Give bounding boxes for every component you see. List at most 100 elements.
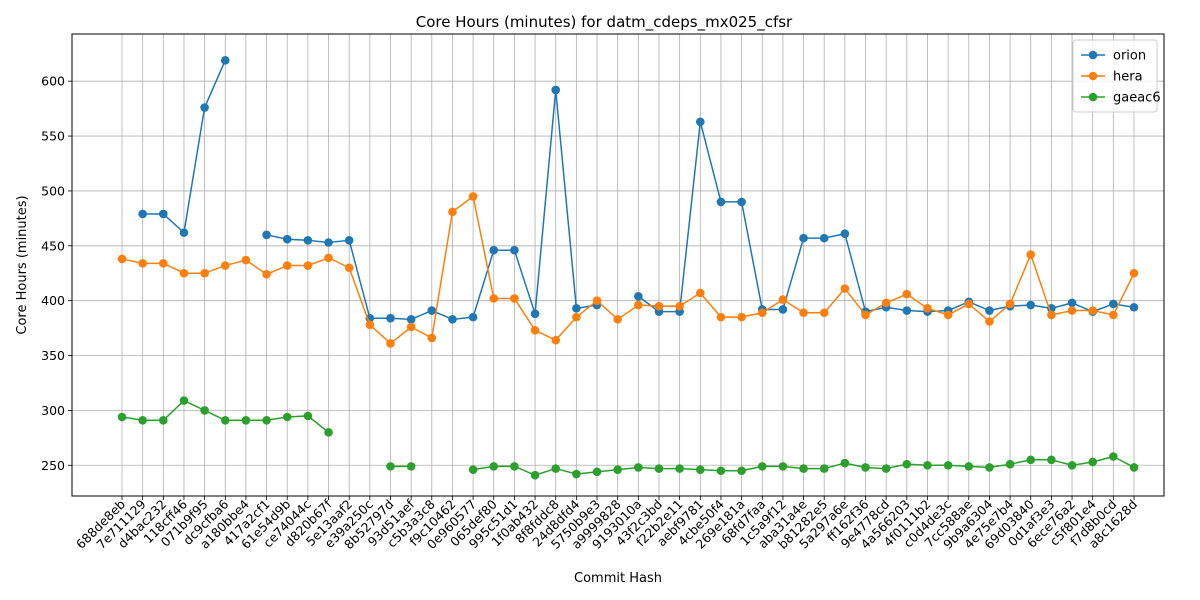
data-point-orion bbox=[406, 315, 416, 324]
data-point-orion bbox=[902, 306, 912, 315]
data-point-gaeac6 bbox=[241, 415, 251, 425]
data-point-gaeac6 bbox=[861, 463, 870, 472]
data-point-gaeac6 bbox=[613, 465, 622, 474]
data-point-gaeac6 bbox=[386, 462, 395, 471]
data-point-gaeac6 bbox=[654, 464, 664, 473]
data-point-gaeac6 bbox=[138, 415, 147, 425]
data-point-gaeac6 bbox=[1047, 455, 1056, 465]
data-point-orion bbox=[778, 305, 788, 314]
legend-marker-gaeac6 bbox=[1088, 92, 1098, 102]
data-point-orion bbox=[737, 197, 746, 207]
data-point-gaeac6 bbox=[675, 464, 684, 473]
data-point-hera bbox=[695, 288, 705, 298]
data-point-orion bbox=[179, 228, 189, 237]
data-point-hera bbox=[406, 322, 416, 332]
data-point-orion bbox=[468, 312, 478, 322]
data-point-gaeac6 bbox=[489, 462, 499, 471]
data-point-hera bbox=[386, 339, 395, 348]
data-point-gaeac6 bbox=[757, 462, 767, 471]
y-axis-title: Core Hours (minutes) bbox=[15, 195, 30, 334]
data-point-orion bbox=[985, 306, 994, 315]
data-point-orion bbox=[159, 209, 168, 219]
data-point-hera bbox=[489, 294, 499, 303]
data-point-orion bbox=[695, 117, 705, 127]
data-point-hera bbox=[138, 259, 147, 268]
x-axis: 688de8eb7e711129d4bac232118cff46071b9f95… bbox=[73, 496, 1140, 552]
data-point-hera bbox=[840, 284, 850, 293]
data-point-hera bbox=[262, 270, 271, 279]
data-point-gaeac6 bbox=[262, 415, 271, 425]
y-axis: 250 300 350 400 450 500 550 600 bbox=[41, 74, 72, 473]
y-tick-label: 250 bbox=[41, 458, 65, 473]
data-point-hera bbox=[159, 259, 168, 268]
data-point-hera bbox=[324, 253, 333, 263]
data-point-hera bbox=[303, 261, 313, 270]
legend-marker-orion bbox=[1088, 50, 1098, 60]
data-point-gaeac6 bbox=[406, 462, 416, 471]
data-point-orion bbox=[819, 233, 829, 243]
data-point-gaeac6 bbox=[716, 466, 726, 476]
data-point-orion bbox=[324, 238, 333, 247]
legend: orion hera gaeac6 bbox=[1072, 39, 1161, 113]
data-point-gaeac6 bbox=[551, 464, 561, 473]
data-point-gaeac6 bbox=[179, 396, 189, 405]
y-tick-label: 400 bbox=[41, 293, 65, 308]
series-hera bbox=[117, 192, 1139, 348]
data-point-gaeac6 bbox=[1026, 455, 1036, 465]
data-point-orion bbox=[262, 230, 271, 240]
data-point-hera bbox=[1088, 306, 1097, 315]
data-point-orion bbox=[1129, 302, 1139, 312]
data-point-orion bbox=[448, 315, 457, 324]
data-point-hera bbox=[551, 335, 561, 345]
data-point-orion bbox=[716, 197, 726, 207]
data-point-hera bbox=[943, 310, 953, 320]
data-point-hera bbox=[468, 192, 478, 201]
y-tick-label: 300 bbox=[41, 403, 65, 418]
data-point-hera bbox=[572, 312, 581, 322]
data-point-hera bbox=[881, 298, 891, 308]
data-point-hera bbox=[1109, 310, 1118, 320]
data-point-orion bbox=[572, 304, 581, 313]
data-point-gaeac6 bbox=[964, 462, 974, 471]
data-point-gaeac6 bbox=[159, 415, 168, 425]
legend-marker-hera bbox=[1088, 71, 1098, 81]
data-point-gaeac6 bbox=[220, 415, 230, 425]
data-point-orion bbox=[1067, 298, 1077, 308]
data-point-gaeac6 bbox=[303, 411, 313, 421]
data-point-gaeac6 bbox=[324, 428, 333, 437]
y-tick-label: 550 bbox=[41, 129, 65, 144]
y-tick-label: 500 bbox=[41, 183, 65, 198]
data-point-gaeac6 bbox=[799, 464, 808, 473]
data-point-hera bbox=[737, 312, 746, 322]
data-point-orion bbox=[303, 236, 313, 245]
data-point-hera bbox=[675, 301, 684, 311]
legend-label-gaeac6: gaeac6 bbox=[1113, 91, 1161, 106]
data-point-hera bbox=[819, 308, 829, 318]
data-point-gaeac6 bbox=[985, 463, 994, 472]
data-point-gaeac6 bbox=[572, 469, 581, 479]
data-point-orion bbox=[200, 103, 209, 112]
data-point-gaeac6 bbox=[695, 465, 705, 474]
data-point-hera bbox=[985, 317, 994, 326]
data-point-hera bbox=[448, 207, 457, 217]
data-point-gaeac6 bbox=[881, 464, 891, 473]
data-point-orion bbox=[1109, 299, 1118, 309]
data-point-gaeac6 bbox=[737, 466, 746, 476]
chart-title: Core Hours (minutes) for datm_cdeps_mx02… bbox=[416, 13, 793, 32]
data-point-orion bbox=[344, 236, 354, 245]
data-point-orion bbox=[220, 56, 230, 65]
y-tick-label: 350 bbox=[41, 348, 65, 363]
data-point-orion bbox=[489, 245, 499, 255]
data-point-orion bbox=[386, 313, 395, 323]
data-point-hera bbox=[634, 300, 643, 310]
data-point-hera bbox=[241, 255, 251, 265]
data-point-hera bbox=[220, 261, 230, 270]
data-point-gaeac6 bbox=[530, 470, 540, 480]
data-point-hera bbox=[179, 268, 189, 278]
data-point-gaeac6 bbox=[200, 406, 209, 415]
data-point-hera bbox=[1047, 310, 1056, 320]
data-point-orion bbox=[799, 233, 808, 243]
data-point-gaeac6 bbox=[117, 412, 127, 422]
data-point-hera bbox=[1026, 250, 1036, 259]
